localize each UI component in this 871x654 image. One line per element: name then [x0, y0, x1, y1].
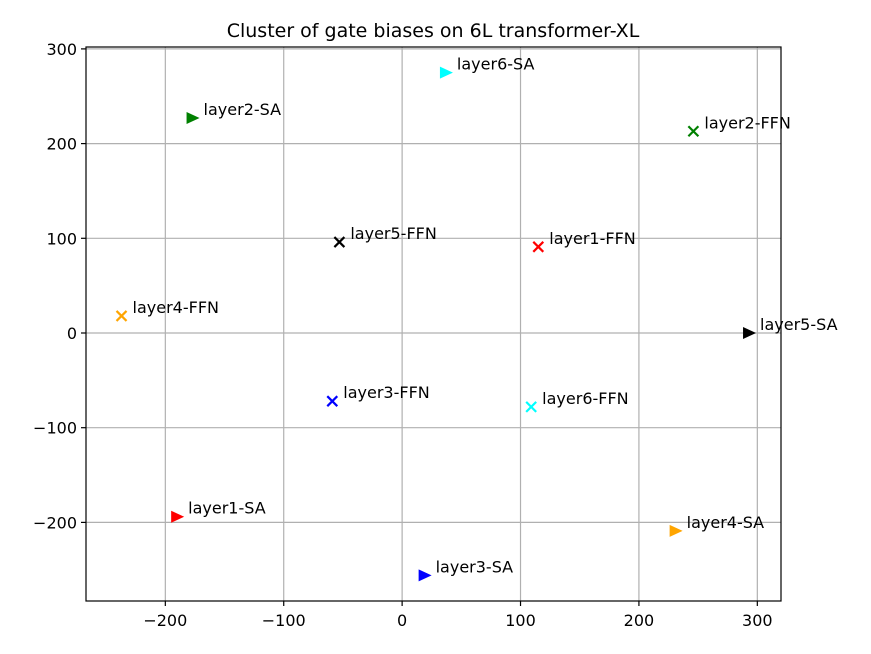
point-marker-x	[333, 236, 346, 248]
plot-frame	[85, 46, 782, 602]
point-marker-triangle	[743, 326, 757, 339]
point-marker-x	[115, 310, 128, 322]
point-labels: layer1-SA layer1-FFN layer2-SA layer2-FFN la…	[133, 55, 838, 577]
point-marker-x	[532, 241, 545, 253]
point-label: layer3-FFN	[343, 383, 429, 402]
y-tick-label: −100	[33, 419, 77, 438]
x-tick-label: −100	[262, 611, 306, 630]
point-label: layer5-SA	[760, 315, 838, 334]
point-label: layer2-FFN	[704, 113, 790, 132]
point-marker-x	[525, 401, 537, 413]
x-tick-label: 0	[397, 611, 407, 630]
point-marker-triangle	[186, 112, 200, 125]
chart-title: Cluster of gate biases on 6L transformer…	[227, 20, 640, 42]
point-label: layer3-SA	[436, 557, 514, 576]
y-tick-label: 300	[46, 40, 77, 59]
data-points	[115, 66, 757, 582]
point-marker-triangle	[418, 569, 432, 582]
point-marker-x	[326, 395, 339, 407]
point-label: layer4-FFN	[133, 298, 219, 317]
point-label: layer4-SA	[687, 513, 765, 532]
point-label: layer1-SA	[188, 499, 266, 518]
point-label: layer6-SA	[457, 55, 535, 74]
point-label: layer5-FFN	[350, 224, 436, 243]
point-marker-x	[687, 125, 700, 138]
point-label: layer6-FFN	[542, 389, 628, 408]
y-tick-label: 0	[67, 324, 77, 343]
x-tick-label: 200	[624, 611, 655, 630]
axis-ticks: −200 −100 0 100 200 300 −200 −100 0 100 200 300	[33, 40, 773, 630]
x-tick-label: 300	[742, 611, 773, 630]
y-tick-label: 100	[46, 229, 77, 248]
point-marker-triangle	[439, 66, 453, 79]
point-marker-triangle	[171, 510, 185, 523]
y-tick-label: −200	[33, 513, 77, 532]
y-tick-label: 200	[46, 135, 77, 154]
x-tick-label: 100	[505, 611, 536, 630]
point-label: layer2-SA	[204, 100, 282, 119]
point-marker-triangle	[669, 524, 683, 537]
grid	[86, 47, 781, 601]
x-tick-label: −200	[143, 611, 187, 630]
point-label: layer1-FFN	[549, 229, 635, 248]
